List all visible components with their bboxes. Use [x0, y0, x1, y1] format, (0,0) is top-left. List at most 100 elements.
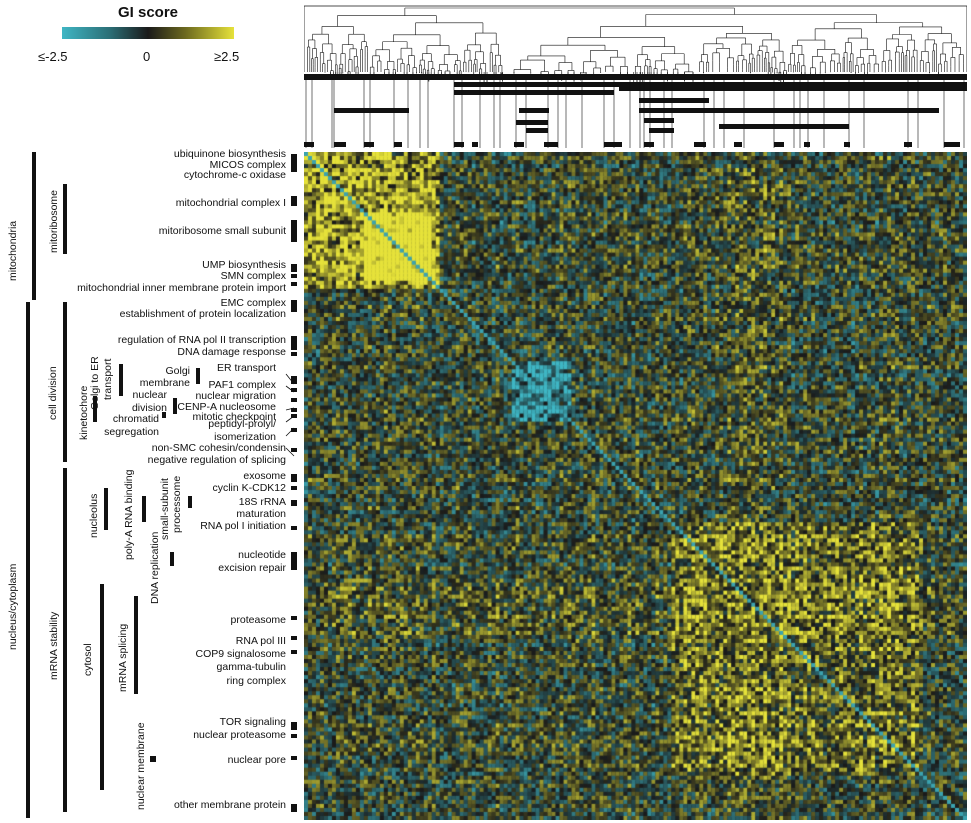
row-label: cyclin K-CDK12: [212, 482, 286, 494]
cytosol-bar: [100, 584, 104, 790]
nuclear-membrane-bar: [150, 756, 156, 762]
label-connector: [285, 415, 295, 423]
cluster-bar: [519, 108, 549, 113]
row-label: ubiquinone biosynthesis: [173, 148, 286, 160]
row-label: mitochondrial inner membrane protein imp…: [77, 282, 286, 294]
cluster-bar: [644, 118, 674, 123]
colorbar-tick-low: ≤-2.5: [38, 49, 68, 64]
nucleolus-bar: [104, 488, 108, 530]
row-label: peptidyl-prolyl/: [208, 418, 276, 430]
row-label: regulation of RNA pol II transcription: [117, 334, 286, 346]
polya-bar: [142, 496, 146, 522]
vertical-label: mRNA stability: [48, 611, 60, 680]
cluster-mark: [734, 142, 742, 147]
row-marker: [291, 274, 297, 278]
row-marker: [291, 526, 297, 530]
row-label: non-SMC cohesin/condensin: [151, 442, 286, 454]
inner-label: segregation: [104, 426, 159, 438]
row-label: ring complex: [226, 675, 286, 687]
label-connector: [285, 407, 295, 411]
row-label: SMN complex: [220, 270, 286, 282]
row-label: nuclear pore: [227, 754, 286, 766]
row-marker: [291, 448, 297, 452]
row-marker: [291, 220, 297, 242]
gi-heatmap: [304, 152, 967, 820]
row-marker: [291, 722, 297, 730]
row-marker: [291, 388, 297, 392]
row-marker: [291, 428, 297, 432]
cluster-bar: [334, 108, 409, 113]
cluster-bar: [719, 124, 849, 129]
cluster-mark: [804, 142, 810, 147]
row-marker: [291, 804, 297, 812]
label-connector: [285, 427, 295, 437]
row-label: RNA pol I initiation: [200, 520, 286, 532]
cluster-mark: [364, 142, 374, 147]
row-label: TOR signaling: [219, 716, 286, 728]
golgi-membrane-bar: [196, 368, 200, 384]
vertical-label: Golgi to ER: [89, 356, 101, 410]
annotation-bars: [26, 152, 297, 818]
vertical-label: nucleolus: [88, 493, 100, 538]
row-marker: [291, 398, 297, 402]
row-marker: [291, 486, 297, 490]
mrna-stability-bar: [63, 468, 67, 812]
cluster-bar: [639, 98, 709, 103]
nucleus-cytoplasm-bar: [26, 302, 30, 818]
row-label: gamma-tubulin: [216, 661, 286, 673]
row-label: UMP biosynthesis: [202, 259, 286, 271]
row-label: other membrane protein: [173, 799, 286, 811]
cluster-mark: [644, 142, 654, 147]
row-marker: [291, 408, 297, 412]
mitoribosome-bar: [63, 184, 67, 254]
inner-label: membrane: [139, 377, 190, 389]
row-label: establishment of protein localization: [119, 308, 286, 320]
vertical-label: mRNA splicing: [117, 623, 129, 692]
row-marker: [291, 734, 297, 738]
cluster-mark: [304, 142, 314, 147]
row-marker: [291, 352, 297, 356]
cluster-bar: [649, 128, 674, 133]
vertical-label: cell division: [47, 366, 59, 420]
label-connector: [285, 385, 295, 393]
cluster-mark: [454, 142, 464, 147]
cluster-mark: [774, 142, 784, 147]
row-label: nuclear migration: [195, 390, 276, 402]
row-marker: [291, 650, 297, 654]
cluster-bar: [454, 90, 614, 95]
row-marker: [291, 474, 297, 482]
golgi-er-bar: [119, 364, 123, 396]
row-label: mitochondrial complex I: [175, 197, 286, 209]
row-label: excision repair: [218, 562, 286, 574]
cluster-mark: [604, 142, 622, 147]
row-label: DNA damage response: [177, 346, 286, 358]
cell-division-bar: [63, 302, 67, 462]
vertical-label: nuclear membrane: [135, 722, 147, 810]
vertical-label: mitoribosome: [48, 189, 60, 253]
row-marker: [291, 616, 297, 620]
vertical-label: small-subunit: [159, 478, 171, 540]
inner-label: division: [131, 402, 167, 414]
row-label: isomerization: [214, 431, 276, 443]
row-label: 18S rRNA: [238, 496, 286, 508]
cluster-mark: [394, 142, 402, 147]
row-marker: [291, 282, 297, 286]
vertical-label: transport: [102, 358, 114, 400]
cluster-mark: [694, 142, 706, 147]
vertical-label: processome: [171, 475, 183, 533]
row-label: proteasome: [230, 614, 286, 626]
row-marker: [291, 196, 297, 206]
colorbar: [62, 27, 234, 39]
label-connector: [285, 373, 295, 385]
row-marker: [291, 154, 297, 172]
inner-label: chromatid: [112, 413, 159, 425]
cluster-bar: [516, 120, 548, 125]
ssu-bar: [188, 496, 192, 508]
cluster-mark: [472, 142, 478, 147]
row-label: COP9 signalosome: [195, 648, 286, 660]
vertical-label: nucleus/cytoplasm: [7, 563, 19, 650]
row-label: nuclear proteasome: [193, 729, 286, 741]
row-marker: [291, 300, 297, 312]
nuclear-division-bar: [173, 398, 177, 414]
